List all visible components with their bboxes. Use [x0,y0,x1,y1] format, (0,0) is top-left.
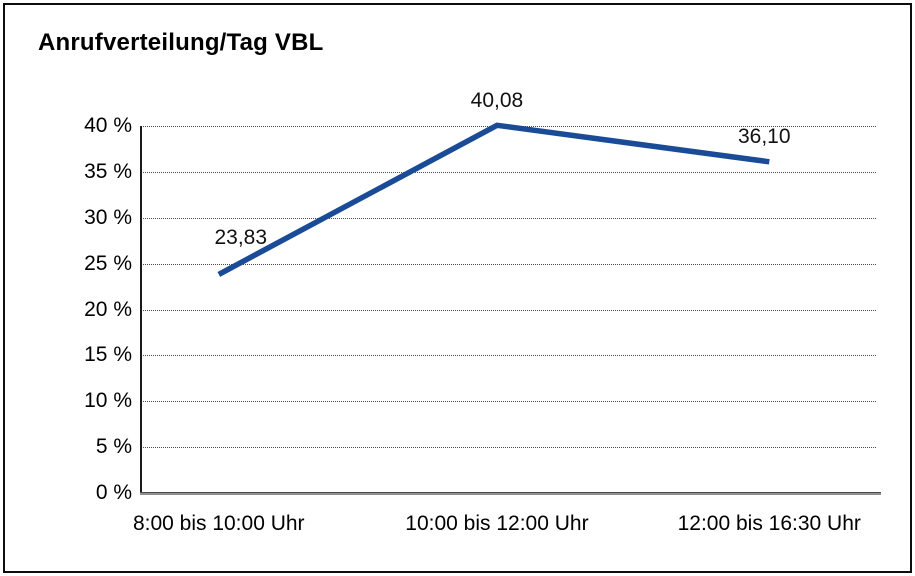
gridline [140,217,876,219]
plot-area: 0 % 5 % 10 % 15 % 20 % 25 % 30 % 35 % 40 % 8:00 b… [5,5,910,571]
gridline [140,171,876,173]
y-tick-label: 0 % [95,481,132,504]
y-tick-label: 30 % [84,205,132,229]
x-tick-label: 10:00 bis 12:00 Uhr [405,512,589,535]
y-tick-label: 5 % [95,435,132,459]
gridline [140,355,876,357]
series-line [217,122,770,277]
y-axis [140,126,142,493]
data-point-label: 40,08 [470,89,524,113]
gridline [140,401,876,403]
data-point-label: 36,10 [737,124,791,148]
gridline [140,309,876,311]
x-tick-label: 8:00 bis 10:00 Uhr [132,512,305,535]
x-axis [140,492,881,495]
y-tick-label: 40 % [84,114,132,137]
data-point-label: 23,83 [214,226,268,250]
gridline [140,447,876,449]
chart-frame: Anrufverteilung/Tag VBL 0 % 5 % 10 % 15 % 20… [3,3,912,573]
chart-title: Anrufverteilung/Tag VBL [38,29,324,56]
y-tick-label: 15 % [84,343,132,367]
y-tick-label: 10 % [84,389,132,413]
y-tick-label: 20 % [84,297,132,321]
gridline [140,263,876,265]
y-tick-label: 25 % [84,251,132,275]
x-tick-label: 12:00 bis 16:30 Uhr [677,512,861,535]
y-tick-label: 35 % [84,159,132,183]
